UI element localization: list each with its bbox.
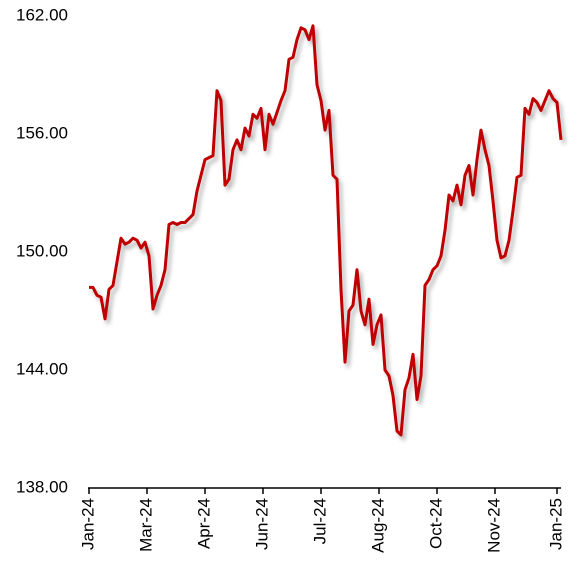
x-tick-label: Nov-24 (484, 498, 503, 553)
y-tick-label: 162.00 (16, 5, 68, 24)
x-tick-label: Jul-24 (310, 498, 329, 544)
y-tick-label: 144.00 (16, 359, 68, 378)
x-tick-label: Aug-24 (368, 498, 387, 553)
x-tick-label: Jan-25 (546, 498, 565, 550)
x-tick-label: Jun-24 (252, 498, 271, 550)
x-tick-label: Jan-24 (78, 498, 97, 550)
line-series (89, 24, 563, 437)
x-tick-label: Apr-24 (194, 498, 213, 549)
y-tick-label: 150.00 (16, 241, 68, 260)
x-tick-label: Mar-24 (136, 498, 155, 552)
x-tick-label: Oct-24 (426, 498, 445, 549)
y-tick-label: 138.00 (16, 477, 68, 496)
y-tick-label: 156.00 (16, 123, 68, 142)
